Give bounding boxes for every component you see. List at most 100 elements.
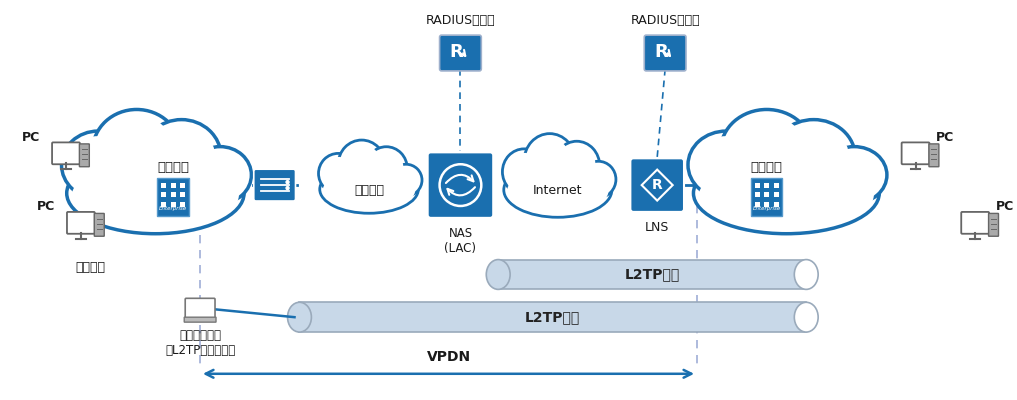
- FancyBboxPatch shape: [180, 183, 185, 188]
- Ellipse shape: [503, 162, 612, 217]
- Text: 拨号用户: 拨号用户: [76, 261, 106, 274]
- Ellipse shape: [100, 116, 174, 184]
- FancyBboxPatch shape: [755, 183, 760, 188]
- Ellipse shape: [687, 131, 765, 199]
- Ellipse shape: [339, 140, 385, 188]
- Ellipse shape: [778, 125, 849, 188]
- FancyBboxPatch shape: [171, 183, 176, 188]
- Ellipse shape: [727, 116, 805, 184]
- FancyBboxPatch shape: [254, 169, 296, 201]
- Ellipse shape: [694, 153, 880, 234]
- FancyBboxPatch shape: [764, 192, 769, 197]
- FancyBboxPatch shape: [171, 192, 176, 197]
- Ellipse shape: [486, 260, 511, 289]
- Ellipse shape: [189, 147, 251, 203]
- Ellipse shape: [147, 125, 216, 188]
- FancyBboxPatch shape: [751, 178, 782, 216]
- Ellipse shape: [61, 131, 134, 199]
- FancyBboxPatch shape: [755, 202, 760, 207]
- Ellipse shape: [507, 168, 608, 214]
- Ellipse shape: [343, 144, 381, 184]
- FancyBboxPatch shape: [989, 214, 999, 236]
- FancyBboxPatch shape: [774, 183, 779, 188]
- Text: R: R: [654, 43, 668, 61]
- Ellipse shape: [772, 120, 855, 194]
- Text: NAS
(LAC): NAS (LAC): [444, 227, 476, 255]
- Text: 移动办公人员
（L2TP拨号软件）: 移动办公人员 （L2TP拨号软件）: [165, 329, 235, 357]
- Text: PC: PC: [996, 200, 1014, 214]
- Ellipse shape: [794, 302, 818, 332]
- Ellipse shape: [72, 162, 239, 229]
- Ellipse shape: [322, 157, 355, 190]
- FancyBboxPatch shape: [158, 178, 189, 216]
- Ellipse shape: [506, 153, 542, 191]
- FancyBboxPatch shape: [180, 202, 185, 207]
- FancyBboxPatch shape: [961, 212, 990, 234]
- Ellipse shape: [554, 141, 600, 191]
- FancyBboxPatch shape: [67, 212, 95, 234]
- FancyBboxPatch shape: [439, 35, 481, 71]
- Text: L2TP隧道: L2TP隧道: [624, 268, 679, 282]
- Ellipse shape: [826, 151, 882, 199]
- Circle shape: [286, 186, 289, 190]
- Ellipse shape: [699, 162, 874, 229]
- Text: LNS: LNS: [645, 221, 669, 234]
- Text: RADIUS服务器: RADIUS服务器: [631, 14, 700, 27]
- FancyBboxPatch shape: [162, 183, 167, 188]
- FancyBboxPatch shape: [774, 192, 779, 197]
- FancyBboxPatch shape: [929, 144, 939, 167]
- FancyBboxPatch shape: [755, 192, 760, 197]
- FancyBboxPatch shape: [774, 202, 779, 207]
- FancyBboxPatch shape: [79, 144, 89, 167]
- Ellipse shape: [694, 136, 759, 194]
- Ellipse shape: [721, 110, 813, 190]
- Text: VPDN: VPDN: [426, 350, 471, 364]
- Ellipse shape: [67, 136, 129, 194]
- Ellipse shape: [288, 302, 311, 332]
- Ellipse shape: [318, 154, 358, 194]
- Text: R: R: [450, 43, 464, 61]
- Text: Enterprise: Enterprise: [160, 206, 187, 211]
- Ellipse shape: [584, 164, 613, 194]
- FancyBboxPatch shape: [162, 192, 167, 197]
- Ellipse shape: [365, 147, 407, 190]
- Text: PC: PC: [37, 200, 55, 214]
- FancyBboxPatch shape: [631, 158, 684, 212]
- Ellipse shape: [93, 110, 180, 190]
- Text: PC: PC: [937, 131, 955, 144]
- Ellipse shape: [369, 150, 404, 186]
- Ellipse shape: [822, 147, 887, 203]
- FancyBboxPatch shape: [185, 298, 215, 318]
- Ellipse shape: [502, 149, 546, 195]
- Ellipse shape: [67, 153, 244, 234]
- Ellipse shape: [193, 151, 247, 199]
- FancyBboxPatch shape: [299, 302, 806, 332]
- Ellipse shape: [581, 161, 616, 198]
- FancyBboxPatch shape: [902, 142, 930, 164]
- Ellipse shape: [524, 134, 576, 189]
- Ellipse shape: [557, 146, 596, 186]
- Circle shape: [286, 181, 289, 184]
- Ellipse shape: [529, 138, 571, 184]
- FancyBboxPatch shape: [764, 183, 769, 188]
- Ellipse shape: [794, 260, 818, 289]
- Text: Internet: Internet: [533, 184, 583, 196]
- FancyBboxPatch shape: [498, 260, 806, 289]
- FancyBboxPatch shape: [171, 202, 176, 207]
- FancyBboxPatch shape: [184, 317, 216, 322]
- Text: RADIUS服务器: RADIUS服务器: [426, 14, 495, 27]
- FancyBboxPatch shape: [95, 214, 104, 236]
- Text: R: R: [652, 178, 662, 192]
- FancyBboxPatch shape: [52, 142, 80, 164]
- Ellipse shape: [390, 164, 422, 196]
- FancyBboxPatch shape: [180, 192, 185, 197]
- Text: 企业分支: 企业分支: [158, 161, 189, 174]
- Text: 拨号网络: 拨号网络: [354, 184, 384, 196]
- Ellipse shape: [322, 170, 415, 210]
- FancyBboxPatch shape: [644, 35, 686, 71]
- Ellipse shape: [141, 120, 221, 194]
- Text: L2TP隧道: L2TP隧道: [525, 310, 581, 324]
- FancyBboxPatch shape: [162, 202, 167, 207]
- Text: 企业总部: 企业总部: [751, 161, 782, 174]
- FancyBboxPatch shape: [764, 202, 769, 207]
